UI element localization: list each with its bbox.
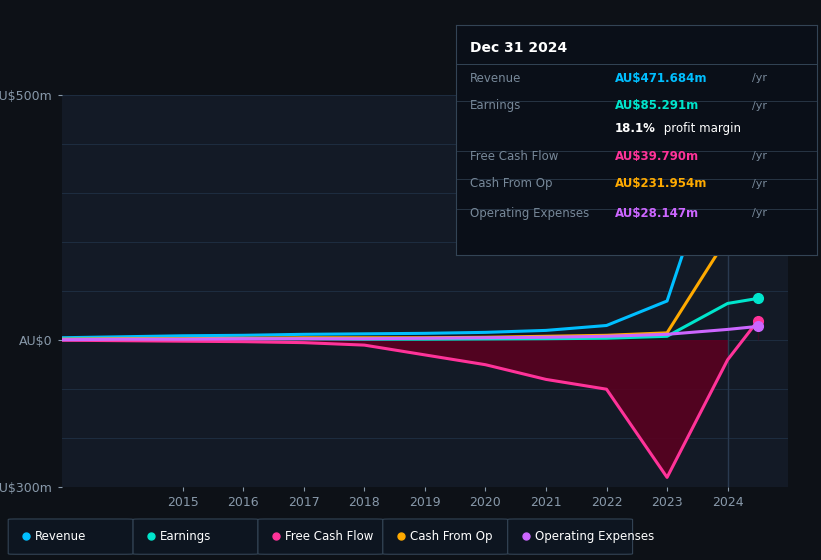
- Text: Operating Expenses: Operating Expenses: [470, 207, 589, 220]
- Text: profit margin: profit margin: [660, 122, 741, 135]
- Text: AU$471.684m: AU$471.684m: [615, 72, 707, 85]
- Text: /yr: /yr: [752, 101, 767, 110]
- Text: Free Cash Flow: Free Cash Flow: [470, 150, 558, 162]
- Text: Revenue: Revenue: [35, 530, 86, 543]
- Text: Earnings: Earnings: [160, 530, 211, 543]
- Text: AU$28.147m: AU$28.147m: [615, 207, 699, 220]
- Text: AU$39.790m: AU$39.790m: [615, 150, 699, 162]
- Text: AU$231.954m: AU$231.954m: [615, 177, 707, 190]
- FancyBboxPatch shape: [383, 519, 507, 554]
- Text: Cash From Op: Cash From Op: [470, 177, 553, 190]
- Text: Revenue: Revenue: [470, 72, 521, 85]
- FancyBboxPatch shape: [507, 519, 632, 554]
- Text: Earnings: Earnings: [470, 99, 521, 112]
- Text: AU$85.291m: AU$85.291m: [615, 99, 699, 112]
- Text: /yr: /yr: [752, 208, 767, 218]
- Text: 18.1%: 18.1%: [615, 122, 655, 135]
- Text: Operating Expenses: Operating Expenses: [534, 530, 654, 543]
- FancyBboxPatch shape: [133, 519, 258, 554]
- Text: Free Cash Flow: Free Cash Flow: [285, 530, 374, 543]
- FancyBboxPatch shape: [8, 519, 133, 554]
- Text: /yr: /yr: [752, 151, 767, 161]
- Text: /yr: /yr: [752, 73, 767, 83]
- Text: /yr: /yr: [752, 179, 767, 189]
- Text: Dec 31 2024: Dec 31 2024: [470, 41, 567, 55]
- Text: Cash From Op: Cash From Op: [410, 530, 493, 543]
- FancyBboxPatch shape: [258, 519, 383, 554]
